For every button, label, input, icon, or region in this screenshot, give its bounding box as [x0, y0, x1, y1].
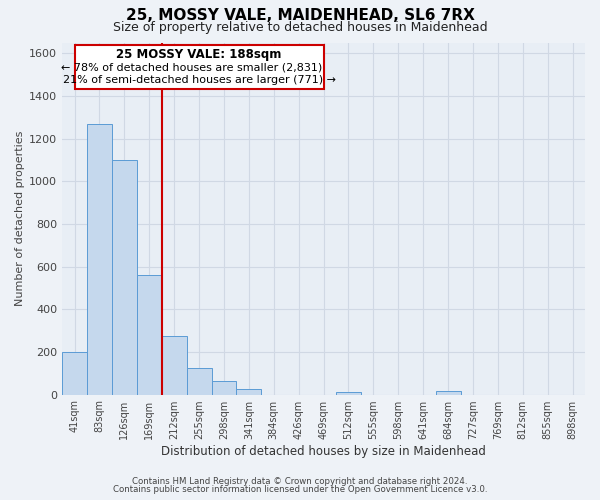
- Text: 25 MOSSY VALE: 188sqm: 25 MOSSY VALE: 188sqm: [116, 48, 282, 61]
- Text: 21% of semi-detached houses are larger (771) →: 21% of semi-detached houses are larger (…: [62, 74, 335, 85]
- Y-axis label: Number of detached properties: Number of detached properties: [15, 131, 25, 306]
- Bar: [87, 124, 112, 394]
- Text: Size of property relative to detached houses in Maidenhead: Size of property relative to detached ho…: [113, 22, 487, 35]
- Bar: [162, 336, 187, 394]
- Bar: [74, 44, 323, 90]
- Bar: [236, 388, 262, 394]
- Bar: [112, 160, 137, 394]
- Bar: [62, 352, 87, 395]
- Bar: [137, 275, 162, 394]
- Text: Contains public sector information licensed under the Open Government Licence v3: Contains public sector information licen…: [113, 485, 487, 494]
- X-axis label: Distribution of detached houses by size in Maidenhead: Distribution of detached houses by size …: [161, 444, 486, 458]
- Bar: [187, 368, 212, 394]
- Text: ← 78% of detached houses are smaller (2,831): ← 78% of detached houses are smaller (2,…: [61, 62, 322, 72]
- Bar: [436, 392, 461, 394]
- Bar: [336, 392, 361, 394]
- Text: Contains HM Land Registry data © Crown copyright and database right 2024.: Contains HM Land Registry data © Crown c…: [132, 477, 468, 486]
- Bar: [212, 382, 236, 394]
- Text: 25, MOSSY VALE, MAIDENHEAD, SL6 7RX: 25, MOSSY VALE, MAIDENHEAD, SL6 7RX: [125, 8, 475, 24]
